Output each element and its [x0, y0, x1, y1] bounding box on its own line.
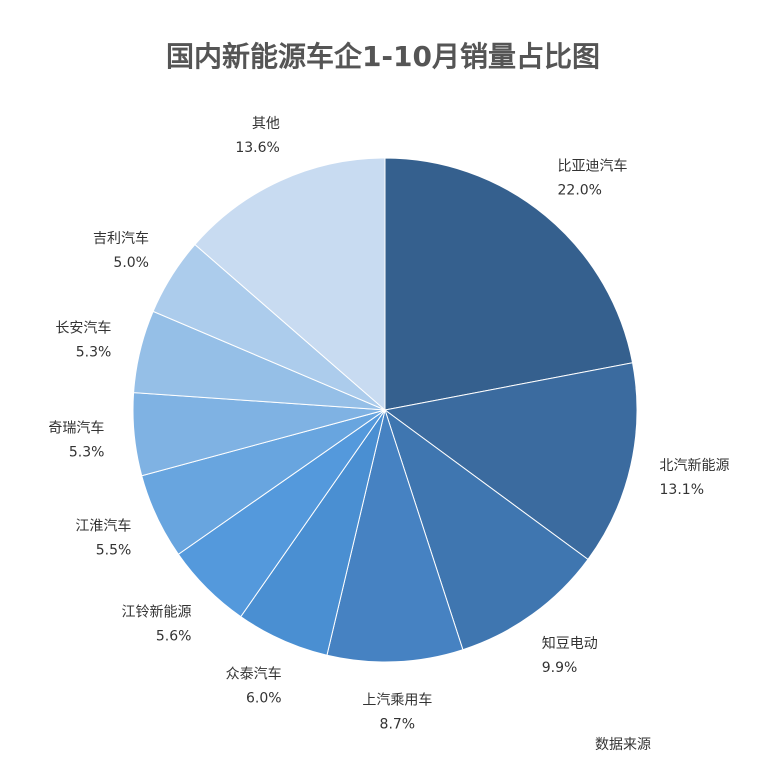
pie-slice [383, 362, 638, 561]
slice-value-label: 13.6% [235, 140, 279, 156]
pie-slice [194, 157, 386, 412]
source-note: 数据来源 [595, 737, 651, 753]
slice-label: 江铃新能源 [121, 605, 191, 621]
slice-label: 众泰汽车 [226, 666, 282, 683]
slice-label: 上汽乘用车 [362, 692, 432, 709]
slice-value-label: 22.0% [558, 182, 602, 198]
slice-label: 吉利汽车 [93, 230, 149, 247]
slice-label: 其他 [252, 116, 280, 132]
slice-value-label: 5.0% [113, 255, 149, 271]
pie-slice [326, 408, 464, 663]
chart-title: 国内新能源车企1-10月销量占比图 [166, 40, 600, 73]
slice-value-label: 5.6% [156, 629, 192, 645]
slice-label: 北汽新能源 [660, 458, 730, 474]
slice-label: 知豆电动 [542, 635, 598, 652]
slice-value-label: 6.0% [246, 691, 282, 707]
slice-value-label: 5.3% [69, 444, 105, 460]
slice-value-label: 5.5% [96, 543, 132, 559]
slice-value-label: 13.1% [660, 482, 704, 498]
slice-label: 奇瑞汽车 [48, 419, 104, 436]
slice-label: 江淮汽车 [75, 518, 131, 535]
slice-label: 长安汽车 [55, 319, 111, 336]
slice-value-label: 8.7% [380, 717, 416, 733]
slice-value-label: 5.3% [76, 344, 112, 360]
slice-value-label: 9.9% [542, 660, 578, 676]
pie-slice [384, 157, 634, 411]
pie-slice [384, 408, 589, 651]
slice-label: 比亚迪汽车 [558, 157, 628, 174]
